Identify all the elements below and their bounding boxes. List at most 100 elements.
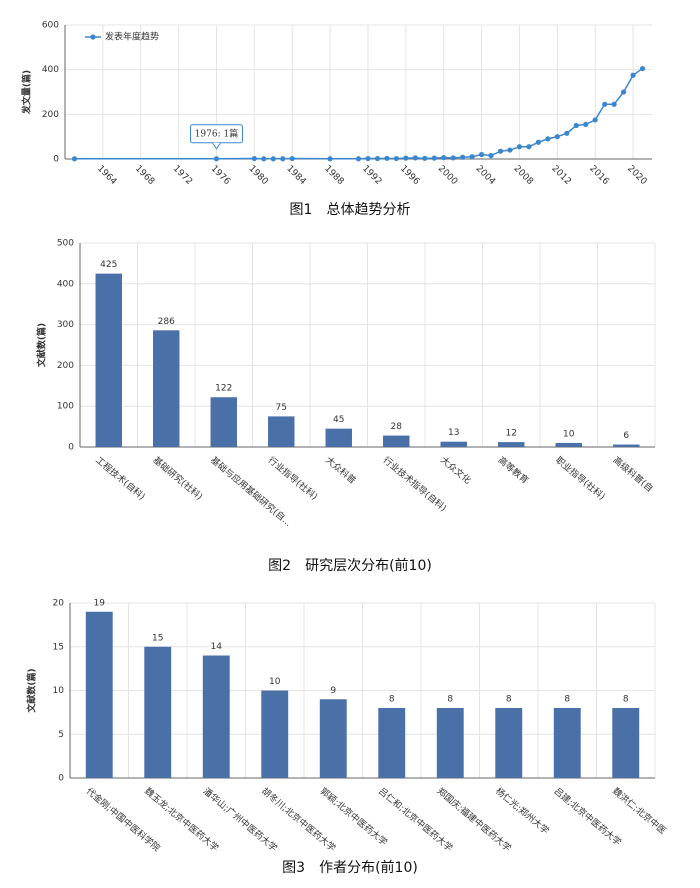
data-label: 286 <box>158 317 175 327</box>
x-tick-label: 2000 <box>436 164 459 187</box>
bar <box>383 435 410 447</box>
y-axis-label: 文献数(篇) <box>26 668 38 713</box>
bar <box>85 611 113 778</box>
point <box>365 155 371 162</box>
legend-label: 发表年度趋势 <box>105 31 159 43</box>
data-label: 9 <box>330 686 336 696</box>
y-tick-label: 5 <box>58 730 64 740</box>
point <box>355 156 362 162</box>
legend-dot <box>90 34 96 40</box>
y-tick-label: 0 <box>58 774 64 784</box>
data-label: 8 <box>506 695 512 705</box>
x-tick-label: 基础研究(社科) <box>151 454 205 502</box>
point <box>270 156 276 162</box>
x-tick-label: 魏洪仁;北京中医 <box>610 785 668 837</box>
y-tick-label: 15 <box>53 642 64 652</box>
x-tick-label: 2004 <box>474 164 497 187</box>
data-label: 8 <box>564 695 570 705</box>
y-tick-label: 100 <box>57 402 74 412</box>
data-label: 14 <box>211 642 223 652</box>
bar <box>612 708 640 778</box>
point <box>592 117 598 123</box>
point <box>583 121 589 127</box>
bar <box>153 330 180 447</box>
point <box>71 156 78 162</box>
caption: 图2 研究层次分布(前10) <box>268 557 432 574</box>
point <box>602 101 608 107</box>
data-label: 8 <box>623 695 629 705</box>
bar <box>268 416 295 447</box>
x-tick-label: 2016 <box>587 164 610 187</box>
point <box>280 156 286 162</box>
point <box>460 154 466 160</box>
x-tick-label: 1964 <box>95 164 118 187</box>
x-tick-label: 行业指导(社科) <box>266 454 320 502</box>
bar <box>555 442 582 447</box>
tooltip-text: 1976: 1篇 <box>195 127 239 139</box>
x-tick-label: 1980 <box>246 164 269 187</box>
bar <box>378 708 406 778</box>
y-tick-label: 200 <box>57 361 74 371</box>
bar <box>202 655 230 778</box>
x-tick-label: 1972 <box>171 164 194 187</box>
data-label: 10 <box>563 429 575 439</box>
point <box>422 155 428 161</box>
point <box>488 153 494 159</box>
x-tick-label: 1996 <box>398 164 421 187</box>
y-tick-label: 10 <box>53 686 65 696</box>
point <box>431 155 437 161</box>
bar <box>210 397 237 447</box>
point <box>620 89 627 95</box>
x-tick-label: 大众科普 <box>323 454 358 486</box>
bar <box>498 442 525 447</box>
x-tick-label: 2008 <box>512 164 535 187</box>
point <box>535 139 541 145</box>
caption: 图3 作者分布(前10) <box>282 859 418 876</box>
data-label: 13 <box>448 428 459 438</box>
data-label: 45 <box>333 415 344 425</box>
data-label: 8 <box>447 695 453 705</box>
point <box>497 148 504 154</box>
y-axis-label: 文献数(篇) <box>36 323 48 368</box>
data-label: 122 <box>215 384 232 394</box>
point <box>611 101 617 107</box>
x-tick-label: 1992 <box>360 164 383 187</box>
bar <box>319 699 347 778</box>
data-label: 19 <box>94 598 106 608</box>
data-label: 12 <box>506 429 517 439</box>
point <box>545 136 551 142</box>
x-tick-label: 工程技术(自科) <box>93 454 147 502</box>
tooltip-pointer <box>212 142 221 150</box>
point <box>507 147 513 153</box>
y-tick-label: 0 <box>53 155 59 165</box>
data-label: 15 <box>152 633 163 643</box>
x-tick-label: 1976 <box>209 164 232 187</box>
y-tick-label: 300 <box>57 320 74 330</box>
point <box>639 65 646 72</box>
point <box>403 155 409 161</box>
data-label: 425 <box>100 260 117 270</box>
bar <box>495 708 523 778</box>
data-label: 10 <box>269 677 281 687</box>
x-tick-label: 1968 <box>133 164 156 187</box>
x-tick-label: 杨仁光;郑州大学 <box>493 785 551 837</box>
bar <box>325 428 352 447</box>
point <box>630 72 636 78</box>
point <box>261 156 267 162</box>
point <box>478 151 485 158</box>
x-tick-label: 高级科普(自 <box>611 454 656 494</box>
bar <box>144 646 172 778</box>
point <box>251 155 257 162</box>
y-tick-label: 20 <box>53 599 65 609</box>
x-tick-label: 1988 <box>322 164 345 187</box>
bar <box>95 273 122 447</box>
y-axis-label: 发文量(篇) <box>21 70 33 115</box>
point <box>384 155 390 161</box>
point <box>213 156 220 162</box>
point <box>564 130 570 136</box>
y-tick-label: 200 <box>42 110 59 120</box>
data-label: 75 <box>276 403 287 413</box>
point <box>412 155 418 161</box>
point <box>393 155 399 162</box>
